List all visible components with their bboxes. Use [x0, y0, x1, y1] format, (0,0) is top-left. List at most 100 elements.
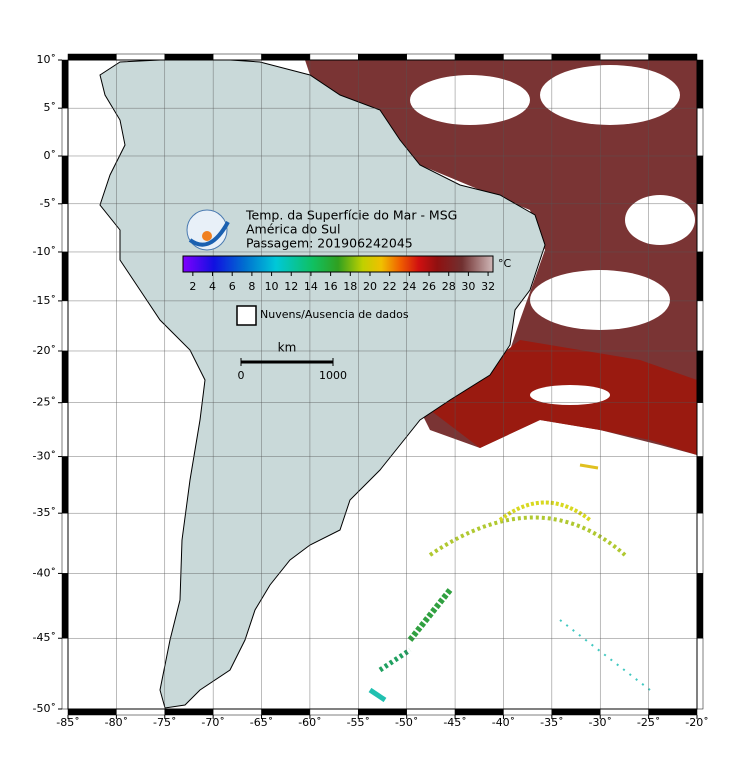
frame-segment: [261, 708, 311, 716]
colorbar-tick-label: 10: [265, 280, 279, 293]
x-tick-label: -80˚: [105, 716, 128, 729]
frame-segment: [696, 350, 704, 403]
y-tick-label: -50˚: [33, 702, 56, 715]
frame-segment: [67, 53, 117, 61]
colorbar-tick-label: 30: [461, 280, 475, 293]
colorbar-tick-label: 8: [248, 280, 255, 293]
y-tick-label: 10˚: [37, 53, 57, 66]
x-tick-label: -20˚: [685, 716, 708, 729]
sst-specks: [498, 500, 592, 522]
frame-segment: [599, 53, 649, 61]
colorbar-tick-label: 14: [304, 280, 318, 293]
x-tick-label: -35˚: [540, 716, 563, 729]
subtitle: América do Sul: [246, 222, 340, 237]
sst-specks: [428, 515, 627, 557]
frame-segment: [358, 708, 407, 716]
colorbar-tick-label: 28: [442, 280, 456, 293]
frame-segment: [67, 708, 117, 716]
frame-segment: [61, 637, 69, 710]
frame-segment: [61, 573, 69, 639]
frame-segment: [358, 53, 407, 61]
y-tick-label: -40˚: [33, 566, 56, 579]
frame-segment: [61, 402, 69, 457]
cloud: [410, 75, 530, 125]
y-tick-label: -45˚: [33, 631, 56, 644]
y-tick-label: -35˚: [33, 506, 56, 519]
frame-segment: [309, 708, 359, 716]
frame-segment: [61, 59, 69, 109]
colorbar-tick-label: 4: [209, 280, 216, 293]
logo-arrow: [188, 221, 230, 247]
x-tick-label: -50˚: [395, 716, 418, 729]
frame-segment: [696, 402, 704, 457]
frame-segment: [503, 53, 553, 61]
frame-segment: [61, 155, 69, 205]
frame-segment: [648, 708, 698, 716]
frame-segment: [164, 708, 214, 716]
x-tick-label: -65˚: [250, 716, 273, 729]
frame-segment: [61, 512, 69, 574]
colorbar-tick-label: 18: [343, 280, 357, 293]
colorbar-tick-label: 20: [363, 280, 377, 293]
x-tick-label: -40˚: [492, 716, 515, 729]
x-tick-label: -75˚: [153, 716, 176, 729]
frame-segment: [406, 53, 456, 61]
sst-specks: [559, 619, 651, 691]
cloud: [540, 65, 680, 125]
scale-label: 0: [238, 369, 245, 382]
y-tick-label: -30˚: [33, 450, 56, 463]
y-tick-label: -20˚: [33, 344, 56, 357]
frame-segment: [454, 53, 504, 61]
cloud: [530, 385, 610, 405]
frame-segment: [696, 512, 704, 574]
frame-segment: [116, 53, 166, 61]
frame-segment: [696, 573, 704, 639]
frame-segment: [116, 708, 166, 716]
frame-segment: [696, 107, 704, 157]
frame-segment: [454, 708, 504, 716]
frame-border: [67, 59, 698, 710]
frame-segment: [309, 53, 359, 61]
x-tick-label: -25˚: [637, 716, 660, 729]
legend-panel: Temp. da Superfície do Mar - MSG América…: [182, 208, 512, 355]
colorbar-tick-label: 22: [383, 280, 397, 293]
x-tick-label: -60˚: [298, 716, 321, 729]
frame-segment: [648, 53, 698, 61]
frame-segment: [551, 53, 601, 61]
x-tick-label: -45˚: [443, 716, 466, 729]
y-tick-label: 5˚: [44, 101, 57, 114]
scale-unit: km: [278, 341, 297, 355]
frame-segment: [61, 350, 69, 403]
frame-segment: [503, 708, 553, 716]
logo-dot: [202, 231, 212, 241]
cloud: [530, 270, 670, 330]
y-tick-label: -25˚: [33, 396, 56, 409]
frame-segment: [696, 300, 704, 352]
x-tick-label: -70˚: [201, 716, 224, 729]
frame: [58, 53, 704, 719]
frame-segment: [212, 53, 262, 61]
colorbar-tick-label: 32: [481, 280, 495, 293]
y-tick-label: 0˚: [44, 149, 57, 162]
frame-segment: [164, 53, 214, 61]
frame-segment: [696, 155, 704, 205]
frame-segment: [61, 300, 69, 352]
colorbar: [182, 255, 494, 273]
scale-label: 1000: [319, 369, 347, 382]
sst-specks: [378, 647, 412, 673]
sst-specks: [368, 687, 387, 703]
colorbar-ticks: 2 4 6 8 10 12 14 16 18 20 22 24 26 28 30 32: [189, 272, 495, 293]
colorbar-tick-label: 24: [402, 280, 416, 293]
frame-segment: [696, 59, 704, 109]
colorbar-unit: °C: [498, 257, 512, 270]
frame-segment: [696, 456, 704, 514]
frame-segment: [61, 251, 69, 302]
subtitle: Passagem: 201906242045: [246, 236, 413, 251]
no-data-swatch: [236, 305, 257, 326]
frame-segment: [599, 708, 649, 716]
y-tick-label: -5˚: [40, 197, 56, 210]
colorbar-tick-label: 26: [422, 280, 436, 293]
frame-segment: [696, 637, 704, 710]
frame-segment: [406, 708, 456, 716]
y-tick-label: -10˚: [33, 245, 56, 258]
